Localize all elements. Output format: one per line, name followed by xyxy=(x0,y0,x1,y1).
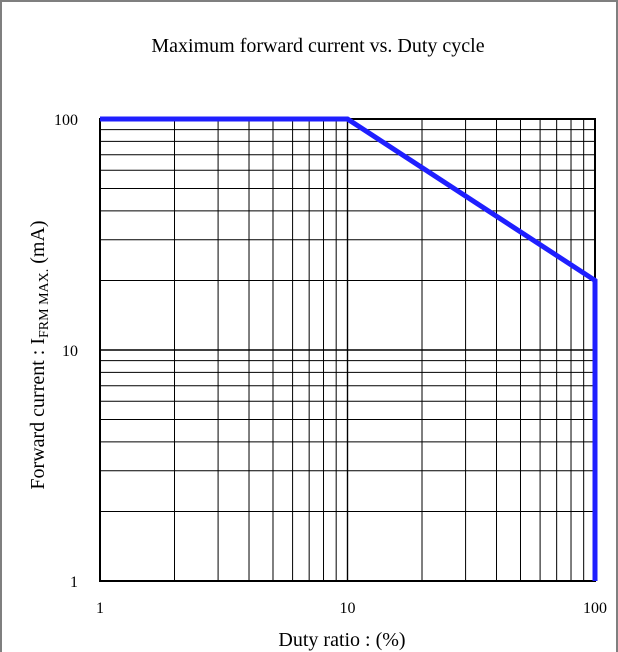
grid xyxy=(100,119,595,581)
series-line xyxy=(100,116,598,581)
y-axis-label-unit: (mA) xyxy=(27,220,49,268)
y-tick-label: 1 xyxy=(70,574,78,591)
chart-title: Maximum forward current vs. Duty cycle xyxy=(151,35,484,57)
y-tick-label: 100 xyxy=(54,112,78,129)
y-axis-label-subscript: FRM MAX. xyxy=(37,269,52,338)
axis-ticks: 1 10 100 1 10 100 xyxy=(54,112,607,617)
y-axis-label: Forward current : IFRM MAX. (mA) xyxy=(27,220,52,489)
x-tick-label: 100 xyxy=(583,600,607,617)
series-layer xyxy=(100,116,598,581)
x-tick-label: 10 xyxy=(340,600,356,617)
x-tick-label: 1 xyxy=(96,600,104,617)
y-tick-label: 10 xyxy=(62,343,78,360)
y-axis-label-main: Forward current : I xyxy=(27,338,49,490)
x-axis-label: Duty ratio : (%) xyxy=(278,629,405,651)
